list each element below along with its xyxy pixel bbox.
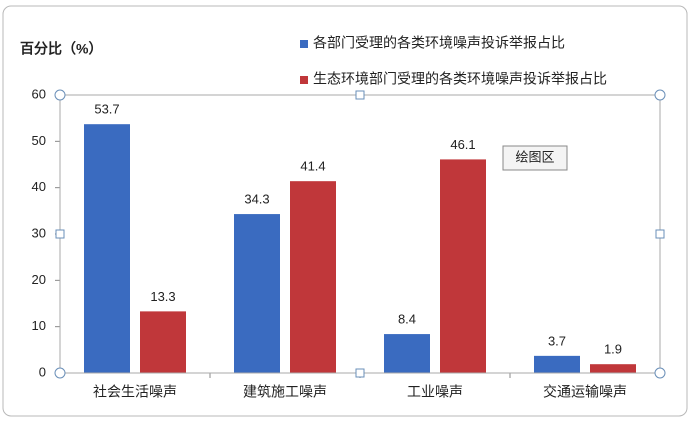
legend-label: 各部门受理的各类环境噪声投诉举报占比 [313,35,565,51]
selection-handle [355,368,365,378]
value-label: 46.1 [450,137,475,152]
tooltip: 绘图区 [502,145,568,171]
value-label: 3.7 [548,333,566,348]
legend-label: 生态环境部门受理的各类环境噪声投诉举报占比 [313,71,607,87]
y-tick-label: 60 [32,86,46,101]
value-label: 34.3 [244,192,269,207]
selection-handle [54,89,66,101]
x-tick-label: 工业噪声 [407,384,463,400]
legend-swatch [300,76,308,84]
bar [440,159,486,373]
value-label: 1.9 [604,342,622,357]
selection-handle [355,90,365,100]
x-tick-label: 社会生活噪声 [93,384,177,400]
value-label: 13.3 [150,289,175,304]
selection-handle [55,229,65,239]
selection-handle [654,367,666,379]
bar [140,311,186,373]
y-tick-label: 50 [32,133,46,148]
value-label: 53.7 [94,102,119,117]
y-tick-label: 0 [39,364,46,379]
bar [590,364,636,373]
y-tick-label: 10 [32,318,46,333]
y-tick-label: 20 [32,272,46,287]
bar [84,124,130,373]
x-tick-label: 建筑施工噪声 [243,384,327,400]
selection-handle [654,89,666,101]
tooltip-box [502,145,568,171]
tooltip-text: 绘图区 [515,149,554,164]
value-label: 41.4 [300,159,325,174]
bar [234,214,280,373]
x-tick-label: 交通运输噪声 [543,384,627,400]
selection-handle [655,229,665,239]
y-tick-label: 30 [32,225,46,240]
bar [534,355,580,373]
bar [290,181,336,373]
bar [384,334,430,373]
selection-handle [54,367,66,379]
legend-swatch [300,40,308,48]
y-axis-label: 百分比（%） [20,41,102,57]
value-label: 8.4 [398,312,416,327]
y-tick-label: 40 [32,179,46,194]
